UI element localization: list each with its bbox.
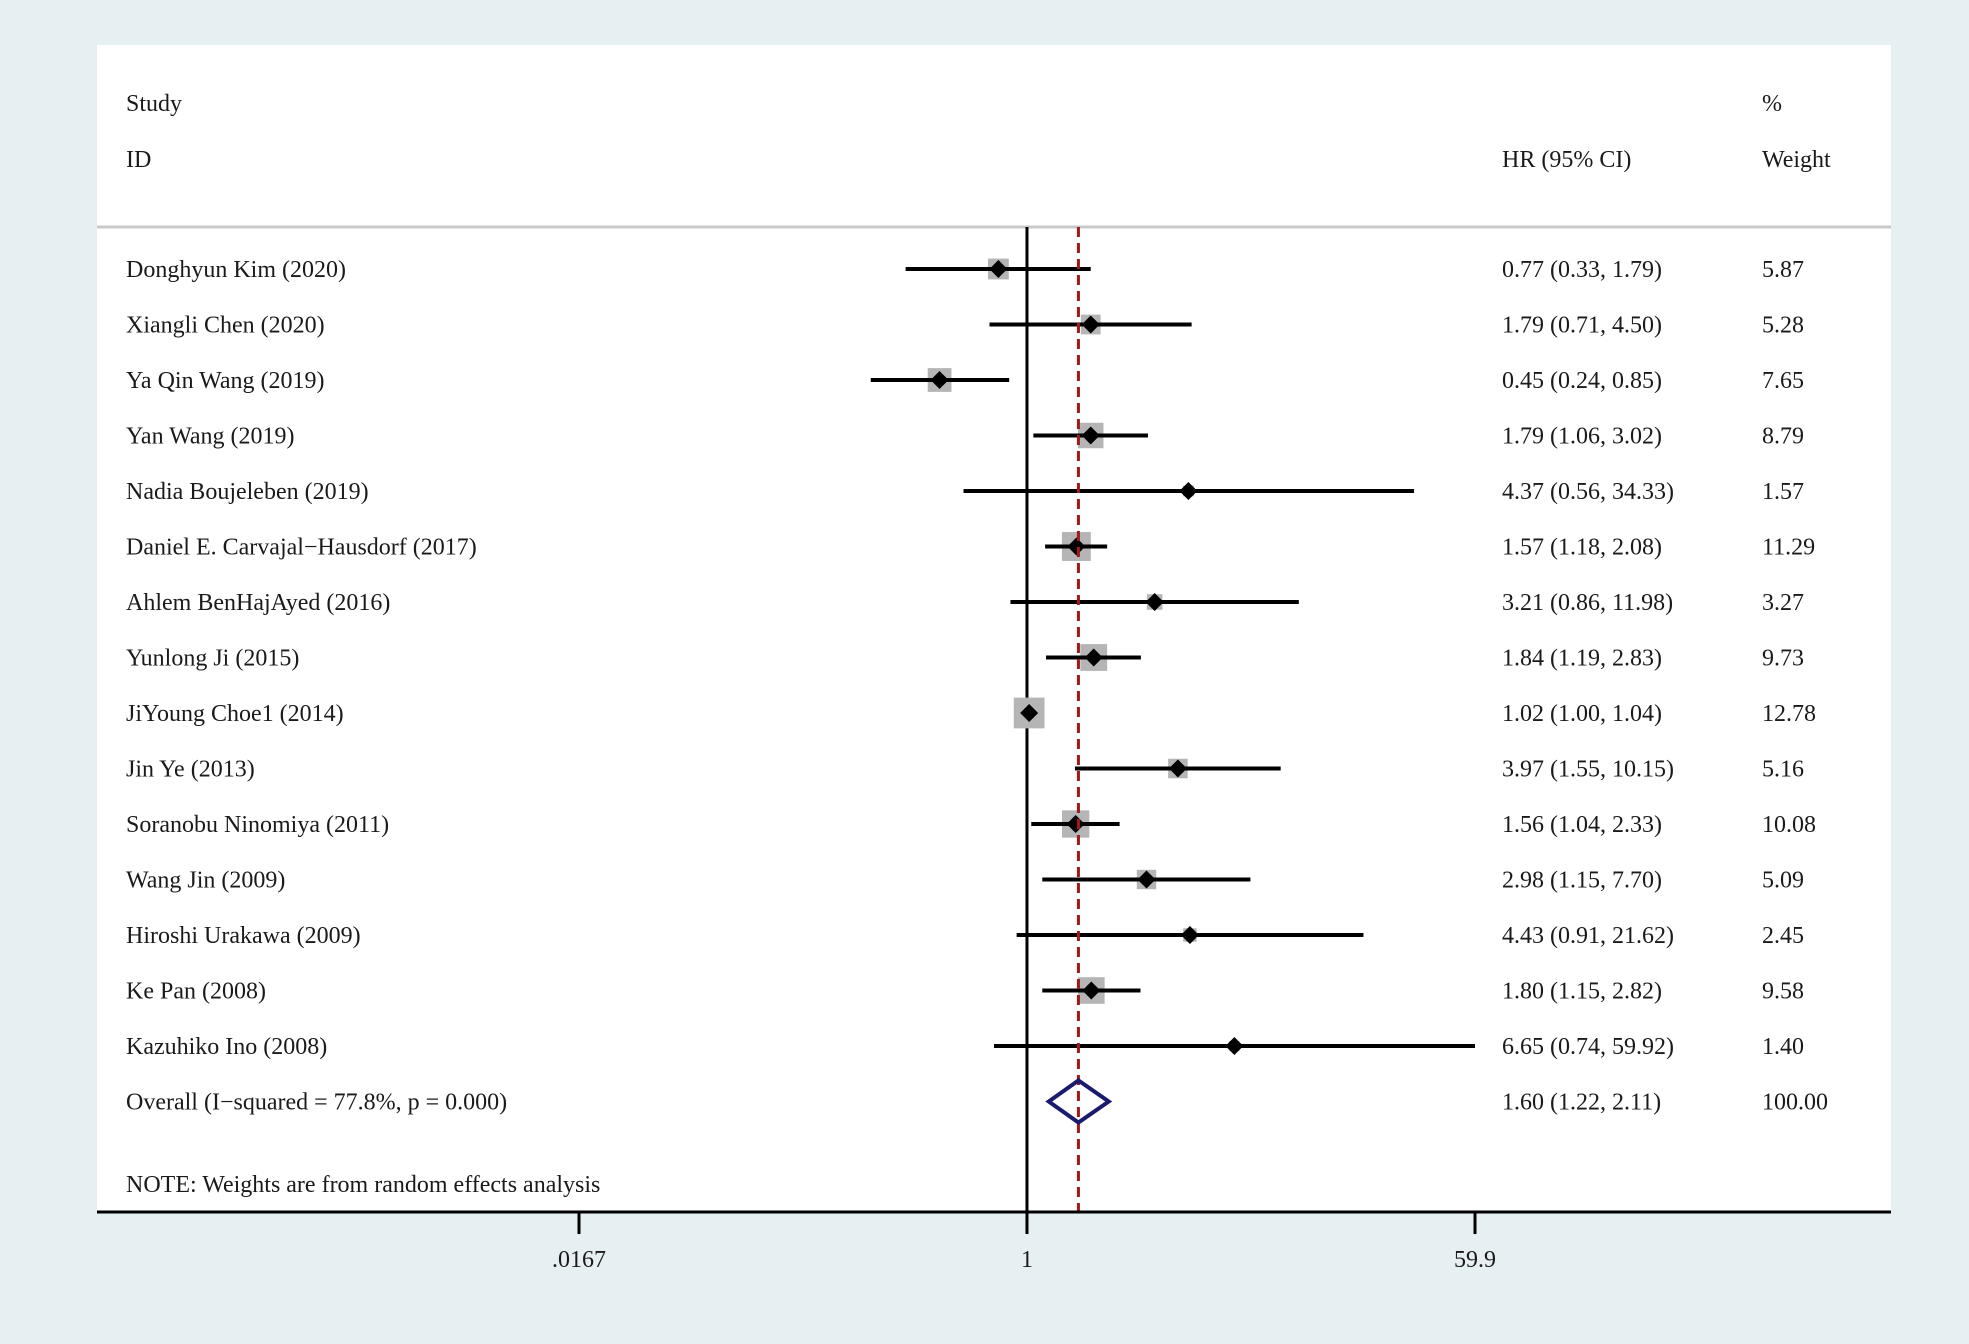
hr-ci-value: 4.37 (0.56, 34.33) bbox=[1502, 479, 1674, 505]
point-estimate bbox=[1168, 759, 1187, 778]
study-label: Xiangli Chen (2020) bbox=[126, 313, 325, 339]
weight-value: 5.09 bbox=[1762, 868, 1804, 894]
study-label: Ya Qin Wang (2019) bbox=[126, 368, 325, 394]
point-estimate bbox=[1145, 593, 1164, 611]
overall-hr-ci-value: 1.60 (1.22, 2.11) bbox=[1502, 1090, 1661, 1116]
hr-ci-value: 1.79 (1.06, 3.02) bbox=[1502, 424, 1662, 450]
study-label: Jin Ye (2013) bbox=[126, 757, 255, 783]
weight-value: 5.87 bbox=[1762, 257, 1804, 283]
point-estimate bbox=[1225, 1037, 1244, 1055]
overall-label: Overall (I−squared = 77.8%, p = 0.000) bbox=[126, 1090, 507, 1116]
weight-value: 11.29 bbox=[1762, 535, 1815, 561]
point-estimate bbox=[1081, 426, 1100, 445]
point-estimate bbox=[1082, 981, 1101, 1000]
plot-panel bbox=[97, 45, 1891, 1212]
hr-ci-value: 3.97 (1.55, 10.15) bbox=[1502, 757, 1674, 783]
study-label: Ahlem BenHajAyed (2016) bbox=[126, 590, 390, 616]
study-label: Yan Wang (2019) bbox=[126, 424, 295, 450]
x-tick-label: 59.9 bbox=[1454, 1247, 1496, 1273]
hr-ci-value: 0.45 (0.24, 0.85) bbox=[1502, 368, 1662, 394]
overall-diamond bbox=[1045, 1078, 1113, 1125]
header-weight: Weight bbox=[1762, 147, 1831, 173]
point-estimate bbox=[930, 371, 949, 389]
hr-ci-value: 6.65 (0.74, 59.92) bbox=[1502, 1034, 1674, 1060]
point-estimate bbox=[1081, 315, 1100, 334]
hr-ci-value: 1.02 (1.00, 1.04) bbox=[1502, 701, 1662, 727]
hr-ci-value: 1.56 (1.04, 2.33) bbox=[1502, 812, 1662, 838]
point-estimate bbox=[1179, 482, 1198, 500]
header-study: Study bbox=[126, 91, 182, 117]
weights-note: NOTE: Weights are from random effects an… bbox=[126, 1172, 600, 1198]
hr-ci-value: 3.21 (0.86, 11.98) bbox=[1502, 590, 1673, 616]
overall-weight-value: 100.00 bbox=[1762, 1090, 1828, 1116]
hr-ci-value: 1.57 (1.18, 2.08) bbox=[1502, 535, 1662, 561]
hr-ci-value: 1.84 (1.19, 2.83) bbox=[1502, 646, 1662, 672]
hr-ci-value: 0.77 (0.33, 1.79) bbox=[1502, 257, 1662, 283]
weight-value: 7.65 bbox=[1762, 368, 1804, 394]
weight-value: 1.57 bbox=[1762, 479, 1804, 505]
hr-ci-value: 1.80 (1.15, 2.82) bbox=[1502, 979, 1662, 1005]
weight-value: 3.27 bbox=[1762, 590, 1804, 616]
study-label: Wang Jin (2009) bbox=[126, 868, 285, 894]
x-tick-label: 1 bbox=[1021, 1247, 1033, 1273]
header-percent: % bbox=[1762, 91, 1782, 117]
point-estimate bbox=[989, 260, 1008, 278]
weight-value: 2.45 bbox=[1762, 923, 1804, 949]
weight-value: 1.40 bbox=[1762, 1034, 1804, 1060]
point-estimate bbox=[1084, 648, 1103, 667]
weight-value: 5.16 bbox=[1762, 757, 1804, 783]
hr-ci-value: 2.98 (1.15, 7.70) bbox=[1502, 868, 1662, 894]
study-label: Kazuhiko Ino (2008) bbox=[126, 1034, 327, 1060]
study-label: Hiroshi Urakawa (2009) bbox=[126, 923, 361, 949]
point-estimate bbox=[1180, 926, 1199, 944]
header-id: ID bbox=[126, 147, 151, 173]
study-label: Daniel E. Carvajal−Hausdorf (2017) bbox=[126, 535, 477, 561]
point-estimate bbox=[1020, 704, 1039, 722]
weight-value: 12.78 bbox=[1762, 701, 1816, 727]
weight-value: 9.73 bbox=[1762, 646, 1804, 672]
weight-value: 9.58 bbox=[1762, 979, 1804, 1005]
header-hr-ci: HR (95% CI) bbox=[1502, 147, 1631, 173]
weight-value: 10.08 bbox=[1762, 812, 1816, 838]
study-label: Yunlong Ji (2015) bbox=[126, 646, 299, 672]
weight-value: 5.28 bbox=[1762, 313, 1804, 339]
hr-ci-value: 4.43 (0.91, 21.62) bbox=[1502, 923, 1674, 949]
study-label: Ke Pan (2008) bbox=[126, 979, 266, 1005]
study-label: JiYoung Choe1 (2014) bbox=[126, 701, 344, 727]
point-estimate bbox=[1137, 870, 1156, 889]
point-estimate bbox=[1067, 537, 1086, 556]
study-label: Nadia Boujeleben (2019) bbox=[126, 479, 369, 505]
point-estimate bbox=[1066, 815, 1085, 833]
x-tick-label: .0167 bbox=[552, 1247, 606, 1273]
hr-ci-value: 1.79 (0.71, 4.50) bbox=[1502, 313, 1662, 339]
study-label: Donghyun Kim (2020) bbox=[126, 257, 346, 283]
weight-value: 8.79 bbox=[1762, 424, 1804, 450]
study-label: Soranobu Ninomiya (2011) bbox=[126, 812, 389, 838]
